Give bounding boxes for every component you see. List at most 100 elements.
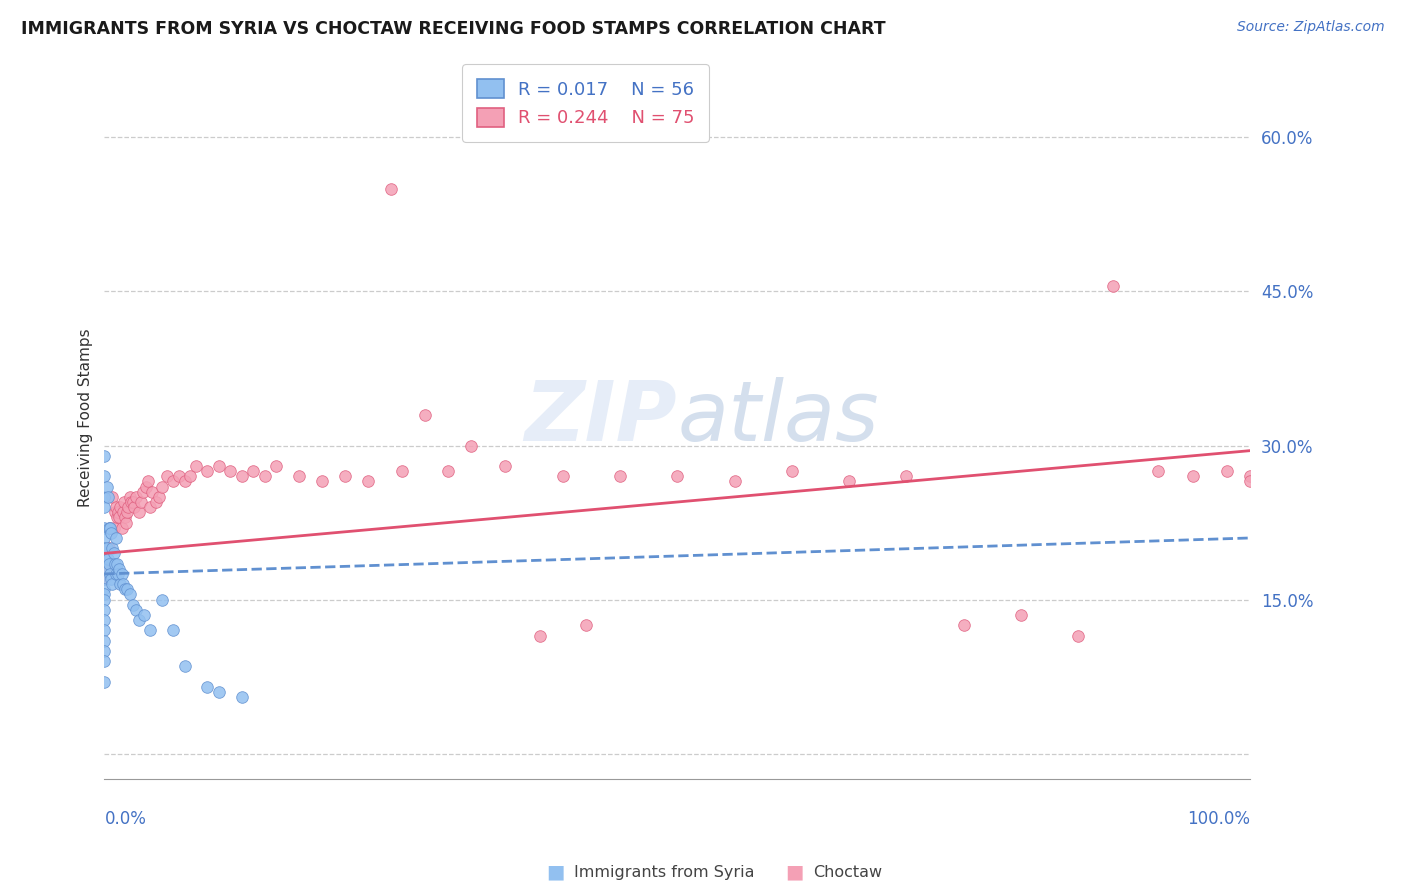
Point [1216,464,1239,478]
Point [288,469,311,483]
Point [122,500,145,515]
Point [128,505,150,519]
Text: ■: ■ [785,863,804,882]
Point [93,500,115,515]
Point [100,525,122,540]
Point [114,582,136,597]
Point [93,490,115,504]
Point [110,500,132,515]
Point [1147,464,1170,478]
Point [125,490,148,504]
Point [93,562,115,576]
Point [380,182,402,196]
Point [128,613,150,627]
Point [134,607,156,622]
Point [838,475,860,489]
Point [97,521,120,535]
Point [162,624,184,638]
Point [93,541,115,556]
Point [101,577,124,591]
Point [253,469,276,483]
Point [132,484,155,499]
Point [107,505,129,519]
Point [110,521,132,535]
Point [120,495,142,509]
Point [111,505,134,519]
Text: atlas: atlas [678,376,879,458]
Point [110,577,132,591]
Point [136,475,159,489]
Point [1067,629,1090,643]
Point [1239,475,1261,489]
Point [114,510,136,524]
Point [135,480,157,494]
Point [110,566,132,581]
Point [333,469,356,483]
Point [93,624,115,638]
Point [219,464,242,478]
Point [101,490,124,504]
Point [103,546,125,560]
Point [242,464,264,478]
Point [97,557,120,571]
Point [357,475,380,489]
Point [93,469,115,483]
Point [125,603,148,617]
Point [93,551,115,566]
Text: Immigrants from Syria: Immigrants from Syria [574,865,754,880]
Point [93,449,115,463]
Point [105,557,128,571]
Point [93,562,115,576]
Point [115,516,138,530]
Point [179,469,201,483]
Point [111,577,134,591]
Point [105,510,128,524]
Point [98,521,121,535]
Point [666,469,689,483]
Point [104,505,127,519]
Point [1101,279,1123,293]
Point [609,469,631,483]
Point [93,572,115,586]
Point [93,633,115,648]
Point [97,541,120,556]
Point [156,469,179,483]
Text: Source: ZipAtlas.com: Source: ZipAtlas.com [1237,20,1385,34]
Point [952,618,974,632]
Point [93,654,115,668]
Point [574,618,596,632]
Point [96,480,118,494]
Point [98,521,121,535]
Point [141,484,163,499]
Point [173,475,195,489]
Point [460,438,482,452]
Point [93,531,115,545]
Point [93,644,115,658]
Point [93,603,115,617]
Point [100,572,122,586]
Point [93,587,115,601]
Point [117,582,139,597]
Point [117,500,139,515]
Point [93,674,115,689]
Point [139,624,162,638]
Point [112,495,135,509]
Point [311,475,333,489]
Point [208,685,231,699]
Point [231,469,253,483]
Point [208,458,231,473]
Point [108,562,131,576]
Point [1010,607,1032,622]
Point [96,541,118,556]
Point [167,469,190,483]
Text: 100.0%: 100.0% [1187,810,1250,828]
Point [104,500,127,515]
Point [145,495,167,509]
Point [413,408,436,422]
Point [93,582,115,597]
Point [129,495,152,509]
Text: 0.0%: 0.0% [104,810,146,828]
Point [97,490,120,504]
Point [118,587,141,601]
Point [780,464,803,478]
